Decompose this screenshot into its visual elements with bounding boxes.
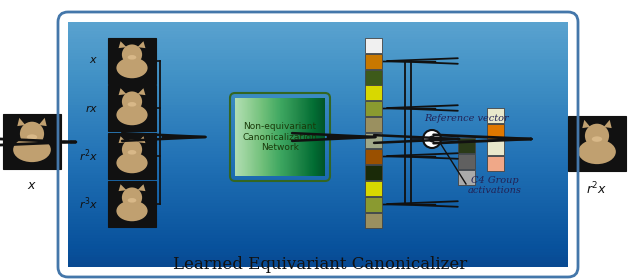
Circle shape [20, 122, 44, 146]
FancyBboxPatch shape [365, 69, 381, 85]
Text: Reference vector: Reference vector [424, 114, 508, 123]
FancyBboxPatch shape [365, 165, 381, 179]
Polygon shape [138, 88, 145, 95]
Ellipse shape [116, 153, 148, 173]
Polygon shape [118, 136, 127, 143]
Ellipse shape [116, 105, 148, 125]
Ellipse shape [592, 136, 602, 142]
Circle shape [122, 44, 142, 65]
Polygon shape [17, 118, 26, 126]
Bar [108, 38, 156, 84]
FancyBboxPatch shape [365, 196, 381, 211]
Ellipse shape [578, 140, 616, 164]
Circle shape [122, 140, 142, 160]
Bar [108, 181, 156, 227]
FancyBboxPatch shape [365, 181, 381, 196]
Bar [3, 114, 61, 169]
FancyBboxPatch shape [365, 117, 381, 131]
Text: $r^3x$: $r^3x$ [79, 196, 98, 212]
Polygon shape [138, 41, 145, 48]
Text: $x$: $x$ [89, 55, 98, 65]
FancyBboxPatch shape [486, 124, 504, 138]
Bar [108, 133, 156, 179]
Polygon shape [138, 136, 145, 143]
FancyBboxPatch shape [365, 54, 381, 69]
Circle shape [122, 187, 142, 208]
Polygon shape [118, 184, 127, 191]
FancyBboxPatch shape [486, 107, 504, 122]
Ellipse shape [128, 102, 136, 107]
FancyBboxPatch shape [458, 153, 474, 169]
Text: Learned Equivariant Canonicalizer: Learned Equivariant Canonicalizer [173, 256, 467, 273]
FancyBboxPatch shape [486, 155, 504, 170]
Polygon shape [138, 184, 145, 191]
Text: $r^2x$: $r^2x$ [586, 181, 607, 198]
Circle shape [122, 92, 142, 112]
Polygon shape [604, 120, 612, 128]
Bar [568, 116, 626, 171]
FancyBboxPatch shape [365, 85, 381, 100]
Text: $x$: $x$ [27, 179, 37, 192]
Text: C4 Group
activations: C4 Group activations [468, 176, 522, 195]
FancyBboxPatch shape [458, 138, 474, 153]
Ellipse shape [128, 198, 136, 203]
Ellipse shape [128, 55, 136, 60]
FancyBboxPatch shape [365, 148, 381, 163]
FancyBboxPatch shape [365, 133, 381, 148]
Bar [108, 85, 156, 131]
Ellipse shape [116, 201, 148, 221]
Polygon shape [38, 118, 47, 126]
Circle shape [423, 130, 441, 148]
Polygon shape [118, 41, 127, 48]
Ellipse shape [116, 57, 148, 78]
FancyBboxPatch shape [365, 213, 381, 227]
Text: $r^2x$: $r^2x$ [79, 148, 98, 164]
Text: $rx$: $rx$ [84, 102, 98, 114]
Ellipse shape [128, 150, 136, 155]
Polygon shape [582, 120, 590, 128]
Circle shape [585, 124, 609, 148]
FancyBboxPatch shape [458, 170, 474, 184]
Circle shape [429, 136, 435, 142]
FancyBboxPatch shape [365, 37, 381, 52]
FancyBboxPatch shape [365, 100, 381, 116]
Text: Non-equivariant
Canonicalization
Network: Non-equivariant Canonicalization Network [243, 122, 317, 152]
Ellipse shape [13, 137, 51, 162]
FancyBboxPatch shape [486, 140, 504, 155]
Polygon shape [118, 88, 127, 95]
Ellipse shape [27, 134, 37, 140]
